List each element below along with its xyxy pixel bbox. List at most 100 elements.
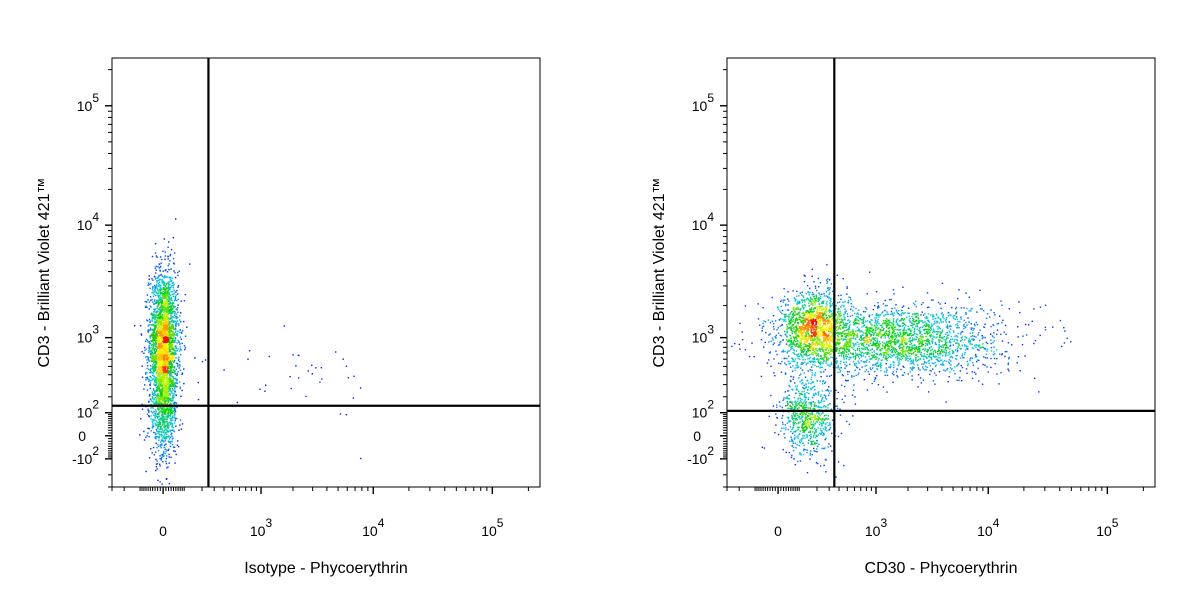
event-dot (937, 316, 939, 318)
event-dot (811, 335, 813, 338)
event-dot (166, 316, 169, 318)
event-dot (159, 354, 161, 356)
event-dot (150, 283, 152, 285)
event-dot (169, 260, 171, 262)
event-dot (766, 362, 769, 364)
event-dot (156, 374, 158, 376)
event-dot (788, 300, 790, 302)
event-dot (170, 305, 172, 307)
event-dot (160, 343, 163, 345)
event-dot (841, 304, 843, 306)
event-dot (157, 393, 159, 395)
event-dot (167, 255, 169, 258)
event-dot (159, 428, 161, 430)
event-dot (839, 310, 841, 313)
event-dot (168, 355, 170, 358)
event-dot (176, 323, 178, 325)
event-dot (932, 353, 935, 356)
event-dot (803, 280, 806, 283)
event-dot (836, 334, 839, 337)
event-dot (801, 317, 804, 319)
event-dot (179, 364, 181, 366)
event-dot (153, 399, 155, 401)
event-dot (165, 357, 168, 359)
event-dot (173, 292, 175, 295)
event-dot (814, 319, 817, 322)
event-dot (153, 310, 156, 312)
event-dot (149, 356, 152, 359)
event-dot (164, 350, 166, 353)
event-dot (167, 327, 170, 329)
event-dot (159, 376, 162, 379)
event-dot (170, 336, 172, 338)
event-dot (150, 418, 152, 420)
event-dot (172, 369, 175, 371)
event-dot (809, 335, 811, 337)
event-dot (160, 396, 163, 398)
event-dot (174, 372, 176, 374)
event-dot (838, 332, 840, 334)
event-dot (150, 312, 153, 314)
event-dot (159, 395, 161, 397)
event-dot (164, 426, 166, 428)
event-dot (159, 353, 161, 355)
event-dot (167, 352, 169, 354)
event-dot (174, 299, 176, 301)
event-dot (802, 314, 804, 317)
event-dot (796, 290, 798, 293)
event-dot (808, 302, 810, 304)
event-dot (162, 353, 164, 356)
event-dot (173, 283, 175, 285)
event-dot (163, 407, 165, 410)
event-dot (171, 426, 173, 428)
event-dot (159, 362, 162, 364)
event-dot (163, 324, 165, 326)
event-dot (821, 319, 823, 321)
event-dot (835, 320, 837, 322)
event-dot (146, 389, 149, 391)
x-tick-label: 104 (362, 516, 385, 539)
event-dot (822, 358, 824, 360)
event-dot (173, 394, 175, 396)
event-dot (790, 366, 792, 368)
event-dot (169, 333, 171, 335)
event-dot (154, 340, 156, 342)
event-dot (934, 383, 936, 385)
event-dot (170, 400, 173, 402)
event-dot (175, 316, 177, 318)
event-dot (159, 348, 162, 350)
event-dot (167, 401, 169, 403)
event-dot (174, 409, 176, 411)
event-dot (160, 330, 163, 333)
event-dot (856, 349, 858, 351)
event-dot (156, 310, 158, 312)
event-dot (174, 422, 176, 424)
event-dot (810, 346, 812, 348)
event-dot (160, 337, 162, 339)
event-dot (169, 366, 172, 368)
event-dot (168, 293, 171, 295)
event-dot (798, 316, 800, 319)
event-dot (146, 367, 148, 370)
event-dot (204, 359, 207, 361)
event-dot (160, 345, 163, 348)
event-dot (818, 342, 821, 345)
event-dot (170, 297, 173, 300)
event-dot (800, 339, 802, 342)
event-dot (150, 343, 152, 345)
event-dot (157, 409, 160, 411)
event-dot (169, 301, 172, 304)
event-dot (165, 388, 167, 391)
event-dot (802, 308, 805, 310)
event-dot (180, 338, 183, 340)
event-dot (169, 407, 171, 409)
event-dot (838, 338, 840, 341)
event-dot (268, 355, 270, 358)
event-dot (150, 354, 153, 357)
event-dot (176, 342, 178, 344)
event-dot (155, 442, 157, 444)
event-dot (164, 403, 167, 405)
event-dot (174, 450, 176, 452)
event-dot (165, 354, 168, 357)
event-dot (160, 426, 162, 428)
